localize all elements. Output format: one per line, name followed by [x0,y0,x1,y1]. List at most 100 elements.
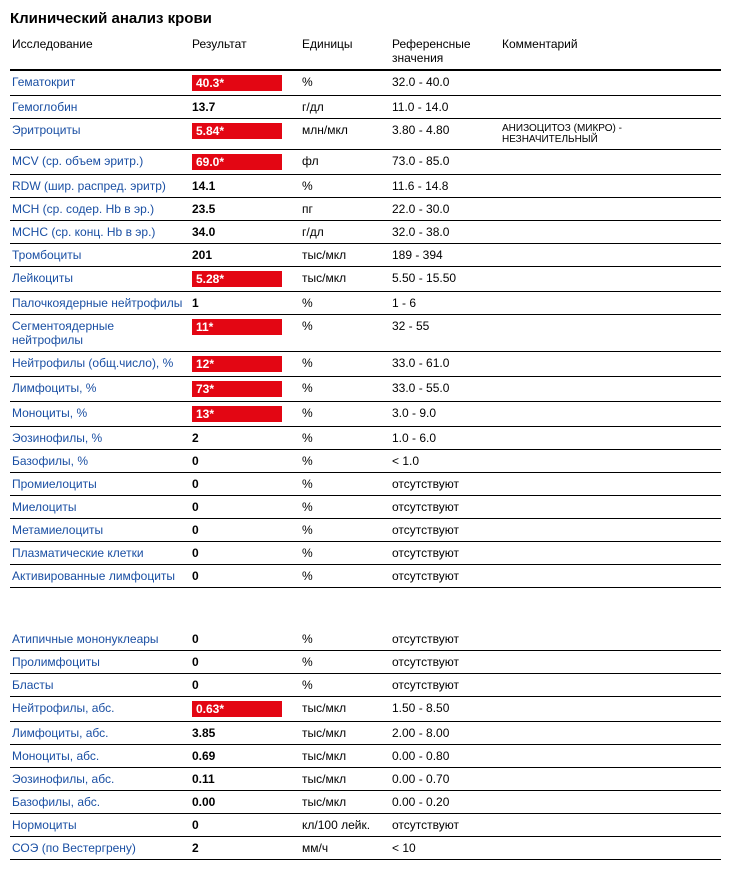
result-cell: 201 [190,244,300,267]
result-value: 2 [192,431,199,445]
result-cell: 0 [190,565,300,588]
result-flagged: 73* [192,381,282,397]
table-row: MCH (ср. содер. Hb в эр.)23.5пг22.0 - 30… [10,198,721,221]
reference-cell: 11.0 - 14.0 [390,96,500,119]
comment-cell: АНИЗОЦИТОЗ (МИКРО) - НЕЗНАЧИТЕЛЬНЫЙ [500,119,721,150]
comment-cell [500,473,721,496]
table-row: Палочкоядерные нейтрофилы1%1 - 6 [10,292,721,315]
unit-cell: млн/мкл [300,119,390,150]
test-name: Гемоглобин [10,96,190,119]
reference-cell: < 10 [390,836,500,859]
result-cell: 13.7 [190,96,300,119]
comment-cell [500,96,721,119]
result-cell: 2 [190,427,300,450]
reference-cell: 1.50 - 8.50 [390,696,500,721]
comment-cell [500,542,721,565]
comment-cell [500,292,721,315]
result-value: 13.7 [192,100,215,114]
result-cell: 0.69 [190,744,300,767]
comment-cell [500,70,721,96]
reference-cell: 5.50 - 15.50 [390,267,500,292]
test-name: Миелоциты [10,496,190,519]
comment-cell [500,221,721,244]
reference-cell: 189 - 394 [390,244,500,267]
result-cell: 5.28* [190,267,300,292]
reference-cell: 32.0 - 38.0 [390,221,500,244]
table-row: Нормоциты0кл/100 лейк.отсутствуют [10,813,721,836]
unit-cell: % [300,427,390,450]
unit-cell: тыс/мкл [300,696,390,721]
section-gap [10,588,721,628]
result-cell: 0 [190,542,300,565]
result-value: 0.00 [192,795,215,809]
result-cell: 5.84* [190,119,300,150]
result-cell: 40.3* [190,70,300,96]
test-name: Тромбоциты [10,244,190,267]
result-cell: 3.85 [190,721,300,744]
comment-cell [500,244,721,267]
result-value: 0 [192,454,199,468]
comment-cell [500,402,721,427]
result-value: 0 [192,678,199,692]
result-value: 0 [192,500,199,514]
unit-cell: г/дл [300,221,390,244]
reference-cell: 11.6 - 14.8 [390,175,500,198]
result-cell: 0 [190,519,300,542]
unit-cell: % [300,673,390,696]
result-value: 201 [192,248,212,262]
result-cell: 0 [190,473,300,496]
unit-cell: % [300,628,390,651]
comment-cell [500,496,721,519]
test-name: RDW (шир. распред. эритр) [10,175,190,198]
test-name: Гематокрит [10,70,190,96]
table-row: СОЭ (по Вестергрену)2мм/ч< 10 [10,836,721,859]
test-name: Активированные лимфоциты [10,565,190,588]
result-cell: 13* [190,402,300,427]
result-cell: 0 [190,450,300,473]
comment-cell [500,696,721,721]
result-value: 1 [192,296,199,310]
comment-cell [500,315,721,352]
result-flagged: 11* [192,319,282,335]
result-flagged: 69.0* [192,154,282,170]
test-name: Лимфоциты, % [10,377,190,402]
test-name: Эозинофилы, абс. [10,767,190,790]
reference-cell: отсутствуют [390,519,500,542]
unit-cell: тыс/мкл [300,721,390,744]
unit-cell: тыс/мкл [300,244,390,267]
reference-cell: 2.00 - 8.00 [390,721,500,744]
comment-cell [500,813,721,836]
result-cell: 11* [190,315,300,352]
unit-cell: % [300,315,390,352]
comment-cell [500,721,721,744]
test-name: Эозинофилы, % [10,427,190,450]
table-row: Пролимфоциты0%отсутствуют [10,650,721,673]
test-name: Бласты [10,673,190,696]
result-cell: 0.00 [190,790,300,813]
unit-cell: кл/100 лейк. [300,813,390,836]
reference-cell: отсутствуют [390,473,500,496]
reference-cell: 73.0 - 85.0 [390,150,500,175]
col-ref: Референсные значения [390,33,500,70]
reference-cell: отсутствуют [390,628,500,651]
comment-cell [500,836,721,859]
comment-cell [500,565,721,588]
result-cell: 34.0 [190,221,300,244]
test-name: Моноциты, % [10,402,190,427]
unit-cell: % [300,292,390,315]
table-row: Лейкоциты5.28*тыс/мкл5.50 - 15.50 [10,267,721,292]
result-value: 0.69 [192,749,215,763]
table-row: Моноциты, %13*%3.0 - 9.0 [10,402,721,427]
page-title: Клинический анализ крови [10,10,721,27]
table-row: Сегментоядерные нейтрофилы11*%32 - 55 [10,315,721,352]
unit-cell: % [300,450,390,473]
table-row: Нейтрофилы, абс.0.63*тыс/мкл1.50 - 8.50 [10,696,721,721]
table-row: Нейтрофилы (общ.число), %12*%33.0 - 61.0 [10,352,721,377]
table-row: Базофилы, %0%< 1.0 [10,450,721,473]
unit-cell: % [300,650,390,673]
reference-cell: 1 - 6 [390,292,500,315]
reference-cell: отсутствуют [390,813,500,836]
reference-cell: 32 - 55 [390,315,500,352]
table-row: Лимфоциты, %73*%33.0 - 55.0 [10,377,721,402]
result-cell: 0 [190,628,300,651]
